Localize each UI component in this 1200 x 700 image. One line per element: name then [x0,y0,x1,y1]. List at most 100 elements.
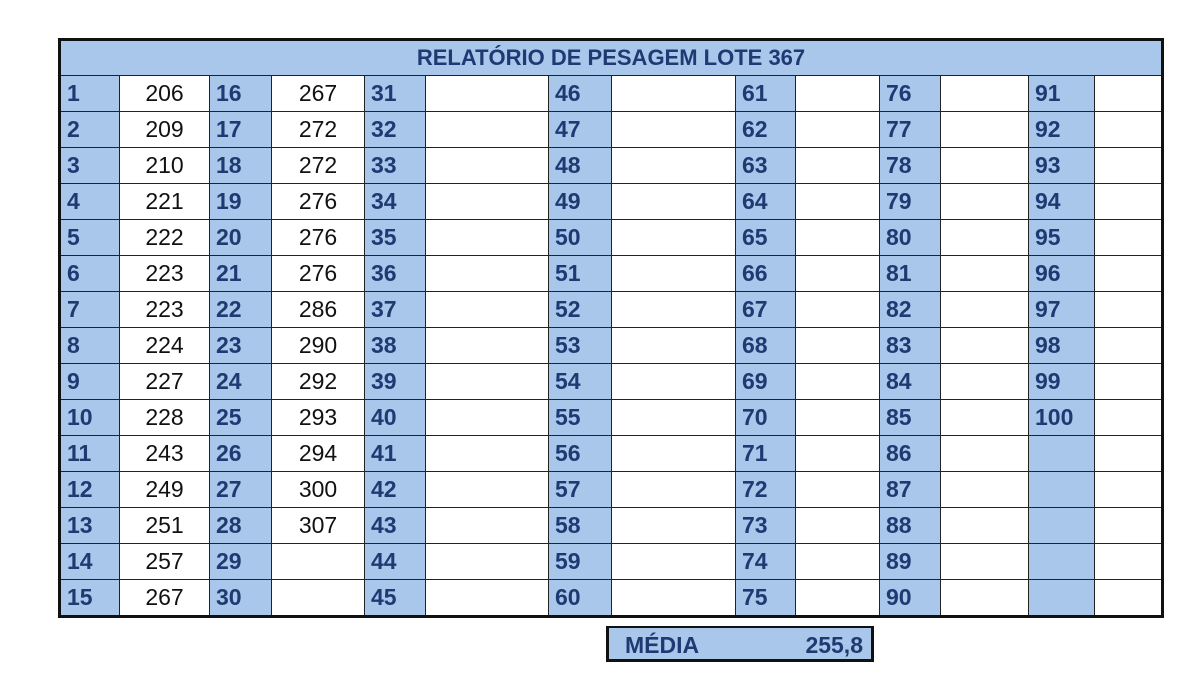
empty-weight-cell [1094,219,1163,256]
empty-weight-cell [940,399,1029,436]
empty-weight-cell [425,507,549,544]
animal-number: 37 [364,291,426,328]
animal-number: 11 [59,435,120,472]
weight-value: 257 [119,543,210,580]
table-row: 4 221 19 276 34 49 64 79 94 [59,183,1163,220]
empty-weight-cell [425,255,549,292]
empty-weight-cell [940,111,1029,148]
animal-number: 100 [1028,399,1095,436]
animal-number: 47 [548,111,612,148]
table-row: 1 206 16 267 31 46 61 76 91 [59,75,1163,112]
animal-number: 82 [879,291,941,328]
animal-number: 68 [735,327,796,364]
animal-number: 77 [879,111,941,148]
animal-number: 76 [879,75,941,112]
animal-number: 48 [548,147,612,184]
empty-weight-cell [1094,111,1163,148]
average-label: MÉDIA [625,632,700,658]
animal-number: 62 [735,111,796,148]
empty-weight-cell [1094,507,1163,544]
animal-number: 71 [735,435,796,472]
empty-weight-cell [940,507,1029,544]
empty-weight-cell [611,507,736,544]
animal-number: 16 [209,75,272,112]
table-row: 14 257 29 44 59 74 89 [59,543,1163,580]
empty-weight-cell [1094,399,1163,436]
weight-value: 292 [271,363,365,400]
animal-number: 33 [364,147,426,184]
animal-number: 59 [548,543,612,580]
animal-number: 20 [209,219,272,256]
empty-weight-cell [425,183,549,220]
animal-number: 57 [548,471,612,508]
weight-value: 210 [119,147,210,184]
empty-weight-cell [611,399,736,436]
empty-weight-cell [795,543,880,580]
animal-number: 28 [209,507,272,544]
empty-weight-cell [611,471,736,508]
animal-number: 18 [209,147,272,184]
table-row: 6 223 21 276 36 51 66 81 96 [59,255,1163,292]
empty-weight-cell [940,183,1029,220]
animal-number: 27 [209,471,272,508]
empty-weight-cell [940,579,1029,617]
empty-number-cell [1028,507,1095,544]
empty-weight-cell [795,75,880,112]
empty-weight-cell [1094,255,1163,292]
weight-value: 249 [119,471,210,508]
animal-number: 10 [59,399,120,436]
animal-number: 86 [879,435,941,472]
empty-weight-cell [940,363,1029,400]
empty-weight-cell [425,435,549,472]
weight-value: 307 [271,507,365,544]
empty-weight-cell [795,183,880,220]
weight-value: 223 [119,291,210,328]
empty-weight-cell [611,291,736,328]
empty-weight-cell [611,219,736,256]
weight-value: 227 [119,363,210,400]
empty-weight-cell [795,219,880,256]
empty-weight-cell [1094,327,1163,364]
empty-weight-cell [611,363,736,400]
animal-number: 52 [548,291,612,328]
empty-number-cell [1028,471,1095,508]
animal-number: 84 [879,363,941,400]
empty-weight-cell [425,327,549,364]
table-row: 3 210 18 272 33 48 63 78 93 [59,147,1163,184]
weight-value: 222 [119,219,210,256]
animal-number: 93 [1028,147,1095,184]
animal-number: 99 [1028,363,1095,400]
average-summary: MÉDIA 255,8 [606,626,874,662]
animal-number: 75 [735,579,796,617]
empty-weight-cell [271,543,365,580]
empty-weight-cell [425,471,549,508]
animal-number: 14 [59,543,120,580]
empty-weight-cell [611,327,736,364]
weight-value: 290 [271,327,365,364]
empty-weight-cell [611,435,736,472]
empty-weight-cell [940,327,1029,364]
animal-number: 90 [879,579,941,617]
animal-number: 92 [1028,111,1095,148]
empty-weight-cell [425,579,549,617]
animal-number: 65 [735,219,796,256]
empty-weight-cell [1094,363,1163,400]
empty-weight-cell [940,75,1029,112]
animal-number: 97 [1028,291,1095,328]
animal-number: 53 [548,327,612,364]
animal-number: 51 [548,255,612,292]
weight-value: 267 [271,75,365,112]
animal-number: 40 [364,399,426,436]
empty-weight-cell [425,543,549,580]
animal-number: 64 [735,183,796,220]
weight-value: 267 [119,579,210,617]
animal-number: 3 [59,147,120,184]
table-row: 5 222 20 276 35 50 65 80 95 [59,219,1163,256]
weight-value: 276 [271,183,365,220]
empty-weight-cell [940,219,1029,256]
animal-number: 55 [548,399,612,436]
empty-weight-cell [940,147,1029,184]
animal-number: 7 [59,291,120,328]
animal-number: 17 [209,111,272,148]
table-row: 13 251 28 307 43 58 73 88 [59,507,1163,544]
